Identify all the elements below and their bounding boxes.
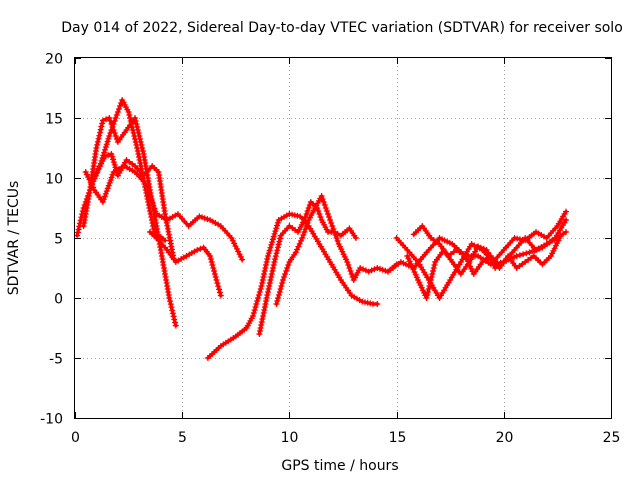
series-markers (273, 193, 400, 307)
series-arc12 (385, 217, 569, 275)
axis-ticks: 0 5 10 15 20 25 -10 -5 0 5 10 15 20 (40, 52, 620, 447)
y-tick-label: -10 (40, 412, 63, 428)
series-markers (204, 211, 381, 361)
y-tick-label: 0 (54, 292, 63, 308)
x-tick-label: 0 (71, 430, 80, 446)
plot-frame (74, 57, 612, 419)
x-tick-label: 5 (178, 430, 187, 446)
series-markers (82, 163, 246, 263)
x-axis-label: GPS time / hours (281, 458, 398, 474)
series-markers (385, 217, 569, 275)
series-arc8 (273, 193, 400, 307)
x-tick-label: 20 (496, 430, 514, 446)
data-series (74, 97, 569, 361)
x-tick-label: 10 (281, 430, 299, 446)
series-arc4 (82, 163, 246, 263)
series-line (81, 116, 178, 328)
series-arc2 (80, 115, 179, 329)
x-tick-label: 15 (389, 430, 407, 446)
y-tick-label: 15 (45, 112, 63, 128)
x-tick-label: 25 (603, 430, 621, 446)
y-axis-label: SDTVAR / TECUs (6, 181, 22, 296)
chart-title: Day 014 of 2022, Sidereal Day-to-day VTE… (61, 20, 623, 36)
series-markers (256, 199, 359, 337)
y-tick-label: -5 (49, 352, 63, 368)
y-tick-label: 10 (45, 172, 63, 188)
series-arc6 (204, 211, 381, 361)
y-tick-label: 20 (45, 52, 63, 68)
series-arc5 (147, 229, 224, 299)
series-arc7 (256, 199, 359, 337)
series-markers (147, 229, 224, 299)
y-tick-label: 5 (54, 232, 63, 248)
